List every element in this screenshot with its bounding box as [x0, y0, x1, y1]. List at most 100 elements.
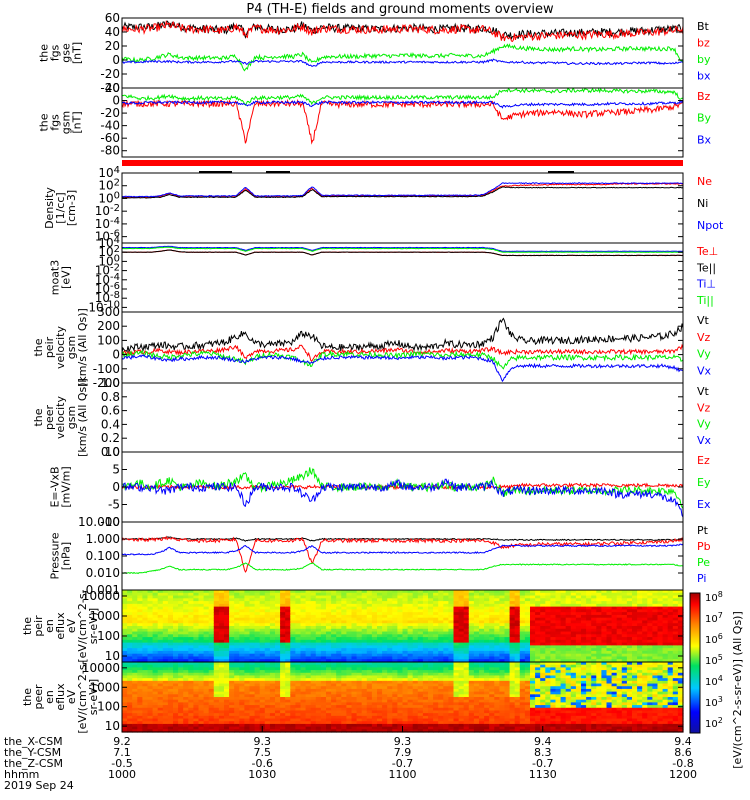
spectrogram-cell — [387, 710, 393, 714]
spectrogram-cell — [218, 656, 225, 660]
spectrogram-cell — [326, 595, 332, 599]
spectrogram-cell — [545, 614, 551, 619]
spectrogram-cell — [514, 634, 521, 638]
spectrogram-cell — [453, 592, 460, 597]
spectrogram-cell — [540, 639, 546, 644]
legend-Npot: Npot — [697, 219, 724, 232]
spectrogram-cell — [417, 683, 424, 687]
spectrogram-cell — [244, 637, 251, 641]
spectrogram-cell — [218, 609, 225, 613]
spectrogram-cell — [586, 656, 592, 660]
spectrogram-cell — [280, 721, 286, 725]
spectrogram-cell — [468, 617, 475, 622]
spectrogram-cell — [254, 631, 261, 635]
spectrogram-cell — [341, 623, 347, 627]
spectrogram-cell — [524, 628, 531, 633]
spectrogram-cell — [157, 659, 164, 663]
spectrogram-cell — [586, 634, 592, 638]
spectrogram-cell — [213, 648, 220, 652]
spectrogram-cell — [428, 667, 434, 671]
spectrogram-cell — [361, 702, 368, 706]
spectrogram-cell — [402, 656, 409, 660]
spectrogram-cell — [509, 648, 516, 652]
spectrogram-cell — [305, 639, 312, 644]
spectrogram-cell — [438, 606, 444, 610]
y-tick-label: 10-2 — [95, 263, 120, 278]
spectrogram-cell — [667, 620, 674, 624]
spectrogram-cell — [229, 694, 235, 698]
spectrogram-cell — [167, 592, 174, 597]
spectrogram-cell — [249, 598, 256, 602]
spectrogram-cell — [473, 628, 480, 633]
spectrogram-cell — [473, 637, 480, 641]
spectrogram-cell — [555, 645, 562, 649]
spectrogram-cell — [229, 686, 235, 690]
spectrogram-cell — [336, 694, 342, 698]
spectrogram-cell — [667, 634, 674, 638]
spectrogram-cell — [188, 626, 194, 630]
spectrogram-cell — [229, 678, 235, 682]
spectrogram-cell — [535, 623, 541, 627]
spectrogram-cell — [305, 688, 312, 693]
spectrogram-cell — [438, 694, 444, 698]
spectrogram-cell — [662, 609, 669, 613]
spectrogram-cell — [407, 715, 414, 720]
spectrogram-cell — [137, 697, 143, 701]
spectrogram-cell — [183, 612, 189, 616]
spectrogram-cell — [239, 667, 245, 671]
spectrogram-cell — [331, 639, 337, 644]
spectrogram-cell — [662, 626, 669, 630]
spectrogram-cell — [234, 697, 240, 701]
spectrogram-cell — [448, 705, 455, 709]
spectrogram-cell — [463, 592, 470, 597]
spectrogram-cell — [412, 662, 419, 666]
spectrogram-cell — [657, 617, 664, 622]
spectrogram-cell — [167, 680, 174, 685]
spectrogram-cell — [570, 656, 577, 660]
spectrogram-cell — [397, 691, 404, 695]
spectrogram-cell — [132, 601, 138, 605]
spectrogram-cell — [642, 609, 648, 613]
spectrogram-cell — [611, 590, 618, 594]
spectrogram-cell — [382, 683, 388, 687]
spectrogram-cell — [438, 726, 444, 730]
spectrogram-cell — [667, 612, 674, 616]
spectrogram-cell — [336, 656, 342, 660]
spectrogram-cell — [514, 659, 521, 663]
spectrogram-cell — [346, 650, 353, 655]
spectrogram-cell — [621, 628, 628, 633]
spectrogram-cell — [484, 697, 490, 701]
spectrogram-cell — [259, 718, 266, 722]
spectrogram-cell — [331, 686, 337, 690]
spectrogram-cell — [208, 603, 215, 608]
spectrogram-cell — [249, 626, 256, 630]
spectrogram-cell — [458, 697, 465, 701]
panel-ylabel-line: the — [38, 113, 51, 131]
spectrogram-cell — [167, 694, 174, 698]
spectrogram-cell — [632, 614, 638, 619]
spectrogram-cell — [259, 697, 266, 701]
spectrogram-cell — [504, 612, 511, 616]
spectrogram-cell — [290, 664, 296, 668]
spectrogram-cell — [361, 650, 368, 655]
spectrogram-cell — [142, 645, 149, 649]
spectrogram-cell — [616, 626, 623, 630]
spectrogram-cell — [382, 598, 388, 602]
spectrogram-cell — [387, 664, 393, 668]
spectrogram-cell — [218, 715, 225, 720]
spectrogram-cell — [320, 648, 327, 652]
spectrogram-cell — [463, 620, 470, 624]
spectrogram-cell — [616, 642, 623, 646]
spectrogram-cell — [336, 637, 342, 641]
spectrogram-cell — [259, 702, 266, 706]
spectrogram-cell — [326, 650, 332, 655]
spectrogram-cell — [178, 645, 184, 649]
spectrogram-cell — [290, 715, 296, 720]
spectrogram-cell — [183, 650, 189, 655]
spectrogram-cell — [300, 705, 307, 709]
spectrogram-cell — [677, 639, 684, 644]
spectrogram-cell — [275, 726, 281, 730]
spectrogram-cell — [147, 699, 154, 703]
spectrogram-cell — [320, 721, 327, 725]
series-line-Vy — [121, 349, 684, 370]
